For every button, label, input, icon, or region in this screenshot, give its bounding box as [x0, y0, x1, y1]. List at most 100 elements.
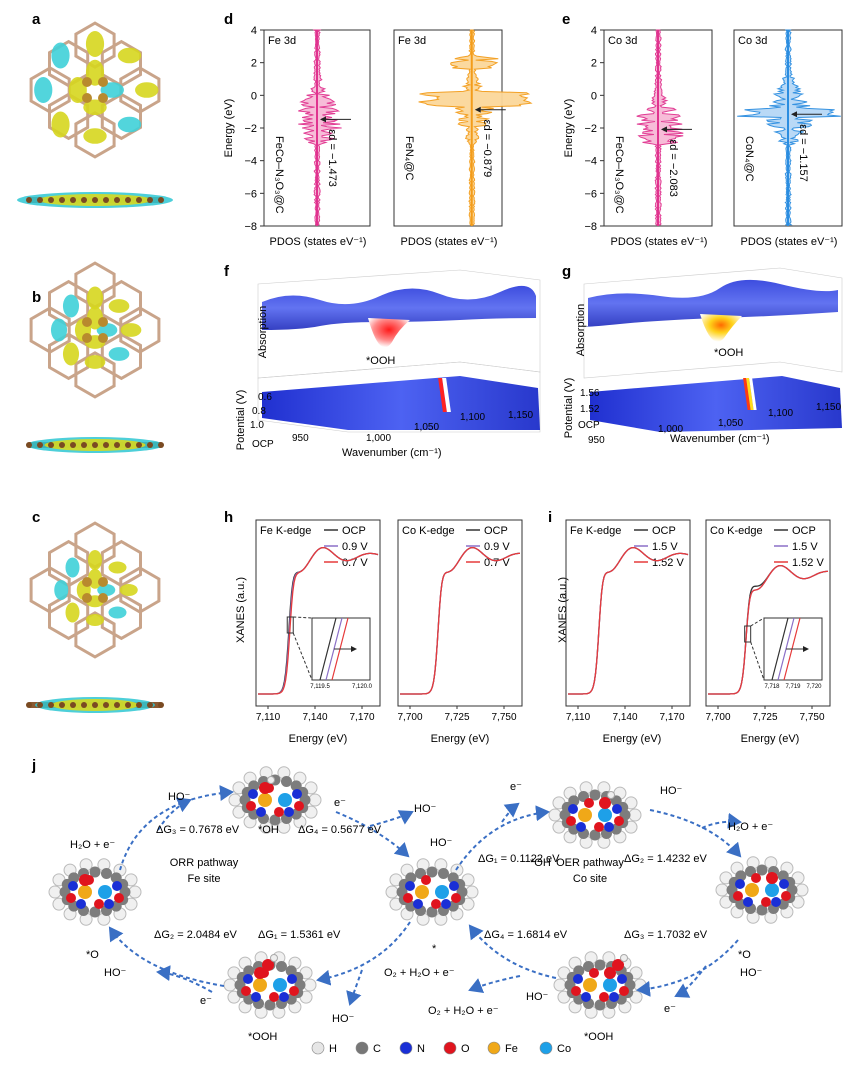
xanes-ylabel-i: XANES (a.u.) — [557, 577, 569, 643]
xanes-frame-2 — [565, 519, 691, 707]
xanes-inset-tick-0-1: 7,120.0 — [352, 684, 373, 690]
xanes-legend-0-0: OCP — [342, 525, 366, 537]
pdos-orbital-2: Co 3d — [608, 35, 637, 47]
pdos-ytick-0-0: 4 — [251, 25, 257, 37]
legend-label-1: C — [373, 1043, 381, 1055]
panel-label-d: d — [224, 11, 233, 28]
xanes-curve-3-2 — [708, 564, 828, 695]
ir-g-wn-2: 1,050 — [718, 418, 743, 429]
pdos-orbital-3: Co 3d — [738, 35, 767, 47]
xanes-curve-1-1 — [400, 546, 520, 695]
xanes-xlabel-1: Energy (eV) — [289, 733, 348, 745]
molecule-models — [48, 766, 809, 1019]
panel-label-h: h — [224, 509, 233, 526]
charge-density-structure-b — [26, 261, 164, 453]
reagent-ho-7: HO⁻ — [332, 1013, 355, 1025]
xanes-frame-1 — [397, 519, 523, 707]
xanes-curve-1-0 — [400, 546, 520, 695]
oer-site: Co site — [573, 873, 607, 885]
pdos-curve-0 — [298, 29, 342, 226]
reagent-o2-1: O₂ + H₂O + e⁻ — [384, 967, 455, 979]
xanes-legend-2-1: 1.5 V — [652, 541, 678, 553]
legend-label-4: Fe — [505, 1043, 518, 1055]
xanes-curve-1-2 — [400, 546, 520, 695]
xanes-xtick-2-2: 7,170 — [659, 712, 684, 723]
xanes-legend-1-0: OCP — [484, 525, 508, 537]
legend-label-0: H — [329, 1043, 337, 1055]
pdos-ytick-0-6: −8 — [244, 221, 257, 233]
panel-label-g: g — [562, 263, 571, 280]
oer-g4: ΔG₄ = 1.6814 eV — [484, 929, 568, 941]
species-oh-orr: *OH — [258, 824, 279, 836]
legend-atom-1 — [355, 1041, 369, 1055]
pdos-ytick-0-2: 0 — [251, 90, 257, 102]
xanes-inset-tick-3-1: 7,719 — [785, 684, 801, 690]
pdos-xlabel-4: PDOS (states eV⁻¹) — [741, 236, 838, 248]
pdos-eps-1: εd = −0.879 — [481, 120, 493, 178]
molecule-orr-oh — [228, 766, 322, 834]
orr-site: Fe site — [187, 873, 220, 885]
in-situ-ir-plot-f: Absorption *OOH Potential (V) Wavenumber… — [235, 269, 541, 459]
panel-label-a: a — [32, 11, 41, 28]
pdos-panels: Energy (eV) Energy (eV) PDOS (states eV⁻… — [223, 25, 843, 248]
ir-f-pot-0: 0.6 — [258, 392, 272, 403]
reagent-e-2: e⁻ — [510, 781, 522, 793]
xanes-legend-3-0: OCP — [792, 525, 816, 537]
reaction-scheme: ORR pathway Fe site OER pathway Co site … — [48, 766, 809, 1043]
pdos-frame-1 — [393, 29, 503, 227]
molecule-oer-o — [715, 856, 809, 924]
panel-label-c: c — [32, 509, 40, 526]
xanes-title-1: Co K-edge — [402, 525, 455, 537]
pdos-eps-2: εd = −2.083 — [667, 139, 679, 197]
xanes-curve-2-2 — [568, 546, 689, 695]
pdos-xlabel-1: PDOS (states eV⁻¹) — [270, 236, 367, 248]
orr-g1: ΔG₁ = 1.5361 eV — [258, 929, 341, 941]
xanes-xtick-1-2: 7,750 — [491, 712, 516, 723]
orr-title: ORR pathway — [170, 857, 239, 869]
molecule-orr-o — [48, 858, 142, 926]
in-situ-ir-plot-g: Absorption *OOH Potential (V) Wavenumber… — [563, 267, 843, 446]
ir-f-pot-1: 0.8 — [252, 406, 266, 417]
xanes-legend-0-1: 0.9 V — [342, 541, 368, 553]
xanes-legend-2-0: OCP — [652, 525, 676, 537]
pdos-ylabel-e: Energy (eV) — [563, 99, 575, 158]
xanes-xtick-2-1: 7,140 — [612, 712, 637, 723]
panel-label-b: b — [32, 289, 41, 306]
pdos-ytick-2-0: 4 — [591, 25, 597, 37]
legend-label-5: Co — [557, 1043, 571, 1055]
ir-g-peak-label: *OOH — [714, 347, 743, 359]
pdos-ytick-0-1: 2 — [251, 58, 257, 70]
panel-label-f: f — [224, 263, 230, 280]
ir-g-wn-4: 1,150 — [816, 402, 841, 413]
molecule-oer-ooh — [553, 951, 647, 1019]
xanes-xtick-0-0: 7,110 — [256, 712, 281, 723]
orr-g2: ΔG₂ = 2.0484 eV — [154, 929, 238, 941]
ir-f-pot-3: OCP — [252, 439, 274, 450]
ir-f-wn-0: 950 — [292, 433, 309, 444]
pdos-eps-3: εd = −1.157 — [797, 124, 809, 182]
pdos-ytick-2-1: 2 — [591, 58, 597, 70]
pdos-ytick-2-3: −2 — [584, 123, 597, 135]
pdos-ytick-0-3: −2 — [244, 123, 257, 135]
reagent-ho-3: HO⁻ — [430, 837, 453, 849]
legend-atom-2 — [399, 1041, 413, 1055]
reagent-o2-2: O₂ + H₂O + e⁻ — [428, 1005, 499, 1017]
charge-density-structure-c — [26, 521, 164, 713]
xanes-xtick-3-2: 7,750 — [799, 712, 824, 723]
xanes-inset-tick-3-0: 7,718 — [764, 684, 780, 690]
species-star: * — [432, 943, 437, 955]
xanes-xtick-0-2: 7,170 — [349, 712, 374, 723]
ir-g-ylabel: Potential (V) — [563, 378, 575, 439]
pdos-sample-1: FeN₄@C — [403, 136, 415, 180]
pdos-curve-1 — [418, 29, 533, 226]
pdos-sample-2: FeCo–N₃O₃@C — [613, 136, 625, 214]
xanes-xtick-2-0: 7,110 — [566, 712, 591, 723]
reagent-ho-4: HO⁻ — [660, 785, 683, 797]
xanes-title-3: Co K-edge — [710, 525, 763, 537]
reagent-ho-6: HO⁻ — [526, 991, 549, 1003]
legend-label-2: N — [417, 1043, 425, 1055]
species-o-oer: *O — [738, 949, 751, 961]
ir-g-zlabel: Absorption — [575, 304, 587, 357]
pdos-ytick-0-5: −6 — [244, 188, 257, 200]
ir-g-pot-2: OCP — [578, 420, 600, 431]
